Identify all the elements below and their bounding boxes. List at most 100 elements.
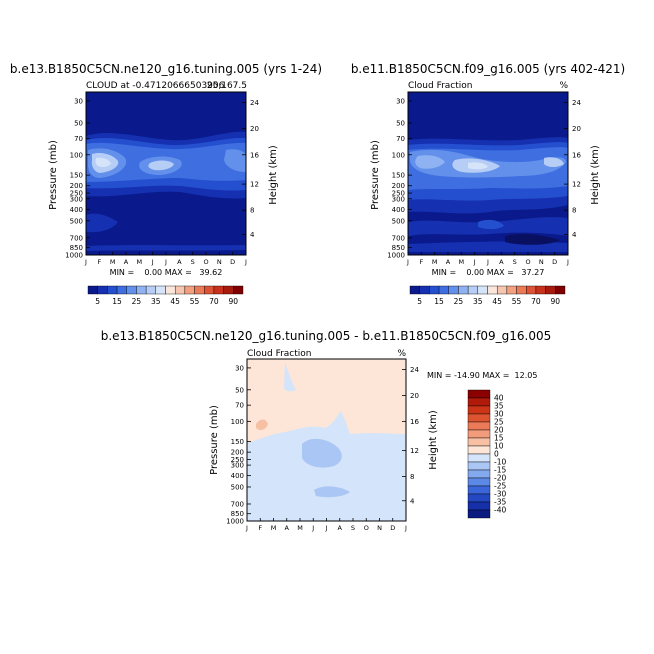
colorbar-swatch: [467, 485, 491, 495]
month-tick-label: S: [351, 524, 355, 532]
colorbar-label: 40: [494, 394, 504, 403]
colorbar-swatch: [429, 285, 440, 295]
month-tick-label: D: [230, 258, 235, 266]
colorbar-swatch: [174, 285, 186, 295]
colorbar-swatch: [233, 285, 244, 295]
colorbar-swatch: [165, 285, 176, 295]
colorbar-swatch: [467, 413, 491, 423]
y-axis-label: Pressure (mb): [48, 140, 59, 210]
colorbar-swatch: [467, 429, 491, 439]
month-tick-label: J: [406, 258, 409, 266]
colorbar-swatch: [555, 285, 566, 295]
colorbar-label: 35: [473, 297, 483, 306]
height-tick-label: 16: [250, 151, 259, 159]
panel-title: b.e11.B1850C5CN.f09_g16.005 (yrs 402-421…: [351, 62, 625, 76]
colorbar-label: 45: [170, 297, 180, 306]
month-tick-label: J: [311, 524, 314, 532]
colorbar-swatch: [516, 285, 527, 295]
panel-subtitle-left: Cloud Fraction: [247, 349, 312, 359]
month-tick-label: A: [338, 524, 343, 532]
contour-field: [247, 359, 406, 521]
pressure-tick-label: 1000: [65, 252, 83, 260]
month-tick-label: J: [245, 524, 248, 532]
pressure-tick-label: 30: [235, 364, 244, 372]
height-tick-label: 8: [410, 473, 414, 481]
colorbar-swatch: [458, 285, 469, 295]
colorbar-label: 0: [494, 450, 499, 459]
colorbar-label: 15: [494, 434, 504, 443]
y-axis-label: Pressure (mb): [209, 405, 220, 475]
colorbar-swatch: [496, 285, 508, 295]
colorbar-swatch: [467, 397, 491, 407]
colorbar-swatch: [194, 285, 205, 295]
pressure-tick-label: 500: [231, 483, 244, 491]
month-tick-label: F: [97, 258, 101, 266]
month-tick-label: F: [419, 258, 423, 266]
colorbar-label: 90: [229, 297, 239, 306]
colorbar-swatch: [467, 461, 491, 471]
month-tick-label: J: [404, 524, 407, 532]
month-tick-label: J: [164, 258, 167, 266]
colorbar-swatch: [467, 445, 491, 455]
month-tick-label: A: [285, 524, 290, 532]
colorbar-main-right: 5 15 25 35 45 55 70 90: [409, 285, 566, 306]
height-tick-label: 12: [250, 181, 259, 189]
pressure-tick-label: 700: [70, 234, 83, 242]
colorbar-swatch: [526, 285, 537, 295]
pressure-tick-label: 250: [70, 190, 83, 198]
month-tick-label: J: [566, 258, 569, 266]
pressure-tick-label: 1000: [387, 252, 405, 260]
height-tick-label: 16: [410, 418, 419, 426]
colorbar-label: -10: [494, 458, 506, 467]
pressure-tick-label: 200: [231, 449, 244, 457]
month-tick-label: F: [258, 524, 262, 532]
month-tick-label: M: [137, 258, 143, 266]
month-tick-label: M: [297, 524, 303, 532]
colorbar-label: 70: [209, 297, 219, 306]
pressure-tick-label: 100: [70, 151, 83, 159]
month-tick-label: M: [432, 258, 438, 266]
colorbar-label: 70: [531, 297, 541, 306]
pressure-tick-label: 300: [70, 195, 83, 203]
month-tick-label: M: [459, 258, 465, 266]
colorbar-label: -20: [494, 474, 506, 483]
colorbar-main-left: 5 15 25 35 45 55 70 90: [87, 285, 244, 306]
height-tick-label: 8: [572, 207, 576, 215]
colorbar-label: 45: [492, 297, 502, 306]
colorbar-label: -40: [494, 506, 506, 515]
colorbar-swatch: [184, 285, 195, 295]
panel-subtitle-right: %: [559, 81, 568, 91]
pressure-tick-label: 50: [235, 386, 244, 394]
month-tick-label: N: [539, 258, 544, 266]
pressure-tick-label: 200: [70, 182, 83, 190]
colorbar-swatch: [155, 285, 166, 295]
pressure-tick-label: 700: [392, 234, 405, 242]
height-tick-label: 24: [572, 99, 581, 107]
colorbar-label: 55: [190, 297, 200, 306]
month-tick-label: J: [325, 524, 328, 532]
pressure-tick-label: 100: [231, 418, 244, 426]
pressure-tick-label: 250: [392, 190, 405, 198]
pressure-tick-label: 250: [231, 456, 244, 464]
pressure-tick-label: 400: [70, 206, 83, 214]
pressure-tick-label: 500: [70, 217, 83, 225]
colorbar-swatch: [213, 285, 224, 295]
pressure-tick-label: 150: [392, 172, 405, 180]
month-tick-label: M: [271, 524, 277, 532]
month-tick-label: J: [84, 258, 87, 266]
colorbar-swatch: [535, 285, 546, 295]
height-tick-label: 20: [410, 392, 419, 400]
month-tick-label: D: [390, 524, 395, 532]
month-tick-label: S: [191, 258, 195, 266]
month-tick-label: A: [124, 258, 129, 266]
month-tick-label: A: [446, 258, 451, 266]
colorbar-label: 15: [434, 297, 444, 306]
pressure-tick-label: 50: [74, 119, 83, 127]
pressure-tick-label: 100: [392, 151, 405, 159]
height-tick-label: 4: [250, 231, 255, 239]
colorbar-label: 20: [494, 426, 504, 435]
panel-model-f09: b.e11.B1850C5CN.f09_g16.005 (yrs 402-421…: [351, 62, 625, 306]
colorbar-swatch: [223, 285, 234, 295]
pressure-tick-label: 1000: [226, 518, 244, 526]
colorbar-label: -25: [494, 482, 506, 491]
